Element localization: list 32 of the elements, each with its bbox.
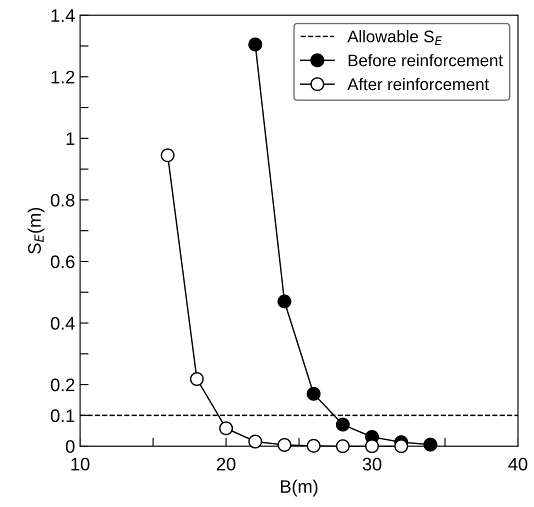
point [423, 438, 438, 452]
y-tick-label: 0 [66, 440, 75, 453]
point [219, 421, 234, 436]
y-tick-label: 1 [66, 132, 74, 145]
legend-label: After reinforcement [347, 78, 489, 90]
x-tick-label: 30 [362, 458, 382, 471]
y-tick-label: 1.2 [52, 70, 74, 84]
x-tick-label: 10 [71, 458, 90, 471]
point [336, 439, 350, 454]
point [365, 439, 379, 454]
legend-label: Before reinforcement [348, 54, 503, 66]
point [336, 418, 350, 432]
y-tick-label: 0.4 [50, 316, 75, 330]
legend-label: Allowable S$_{E}$ [347, 30, 442, 45]
y-tick-label: 0.1 [50, 409, 74, 422]
point [248, 38, 262, 52]
x-tick-label: 20 [216, 458, 236, 471]
y-tick-label: 0.6 [50, 255, 74, 268]
point [278, 294, 292, 308]
point [278, 438, 292, 452]
x-axis-title: B(m) [280, 480, 318, 496]
point [160, 148, 175, 162]
y-tick-label: 0.8 [50, 194, 74, 207]
x-tick-label: 40 [508, 458, 528, 471]
y-tick-label: 1.4 [52, 9, 75, 22]
y-axis-title: S$_{E}$(m) [28, 208, 44, 254]
point [394, 439, 408, 454]
point [306, 438, 321, 453]
point [190, 372, 204, 386]
y-tick-label: 0.2 [50, 378, 74, 392]
point [306, 386, 321, 401]
point [248, 434, 262, 448]
